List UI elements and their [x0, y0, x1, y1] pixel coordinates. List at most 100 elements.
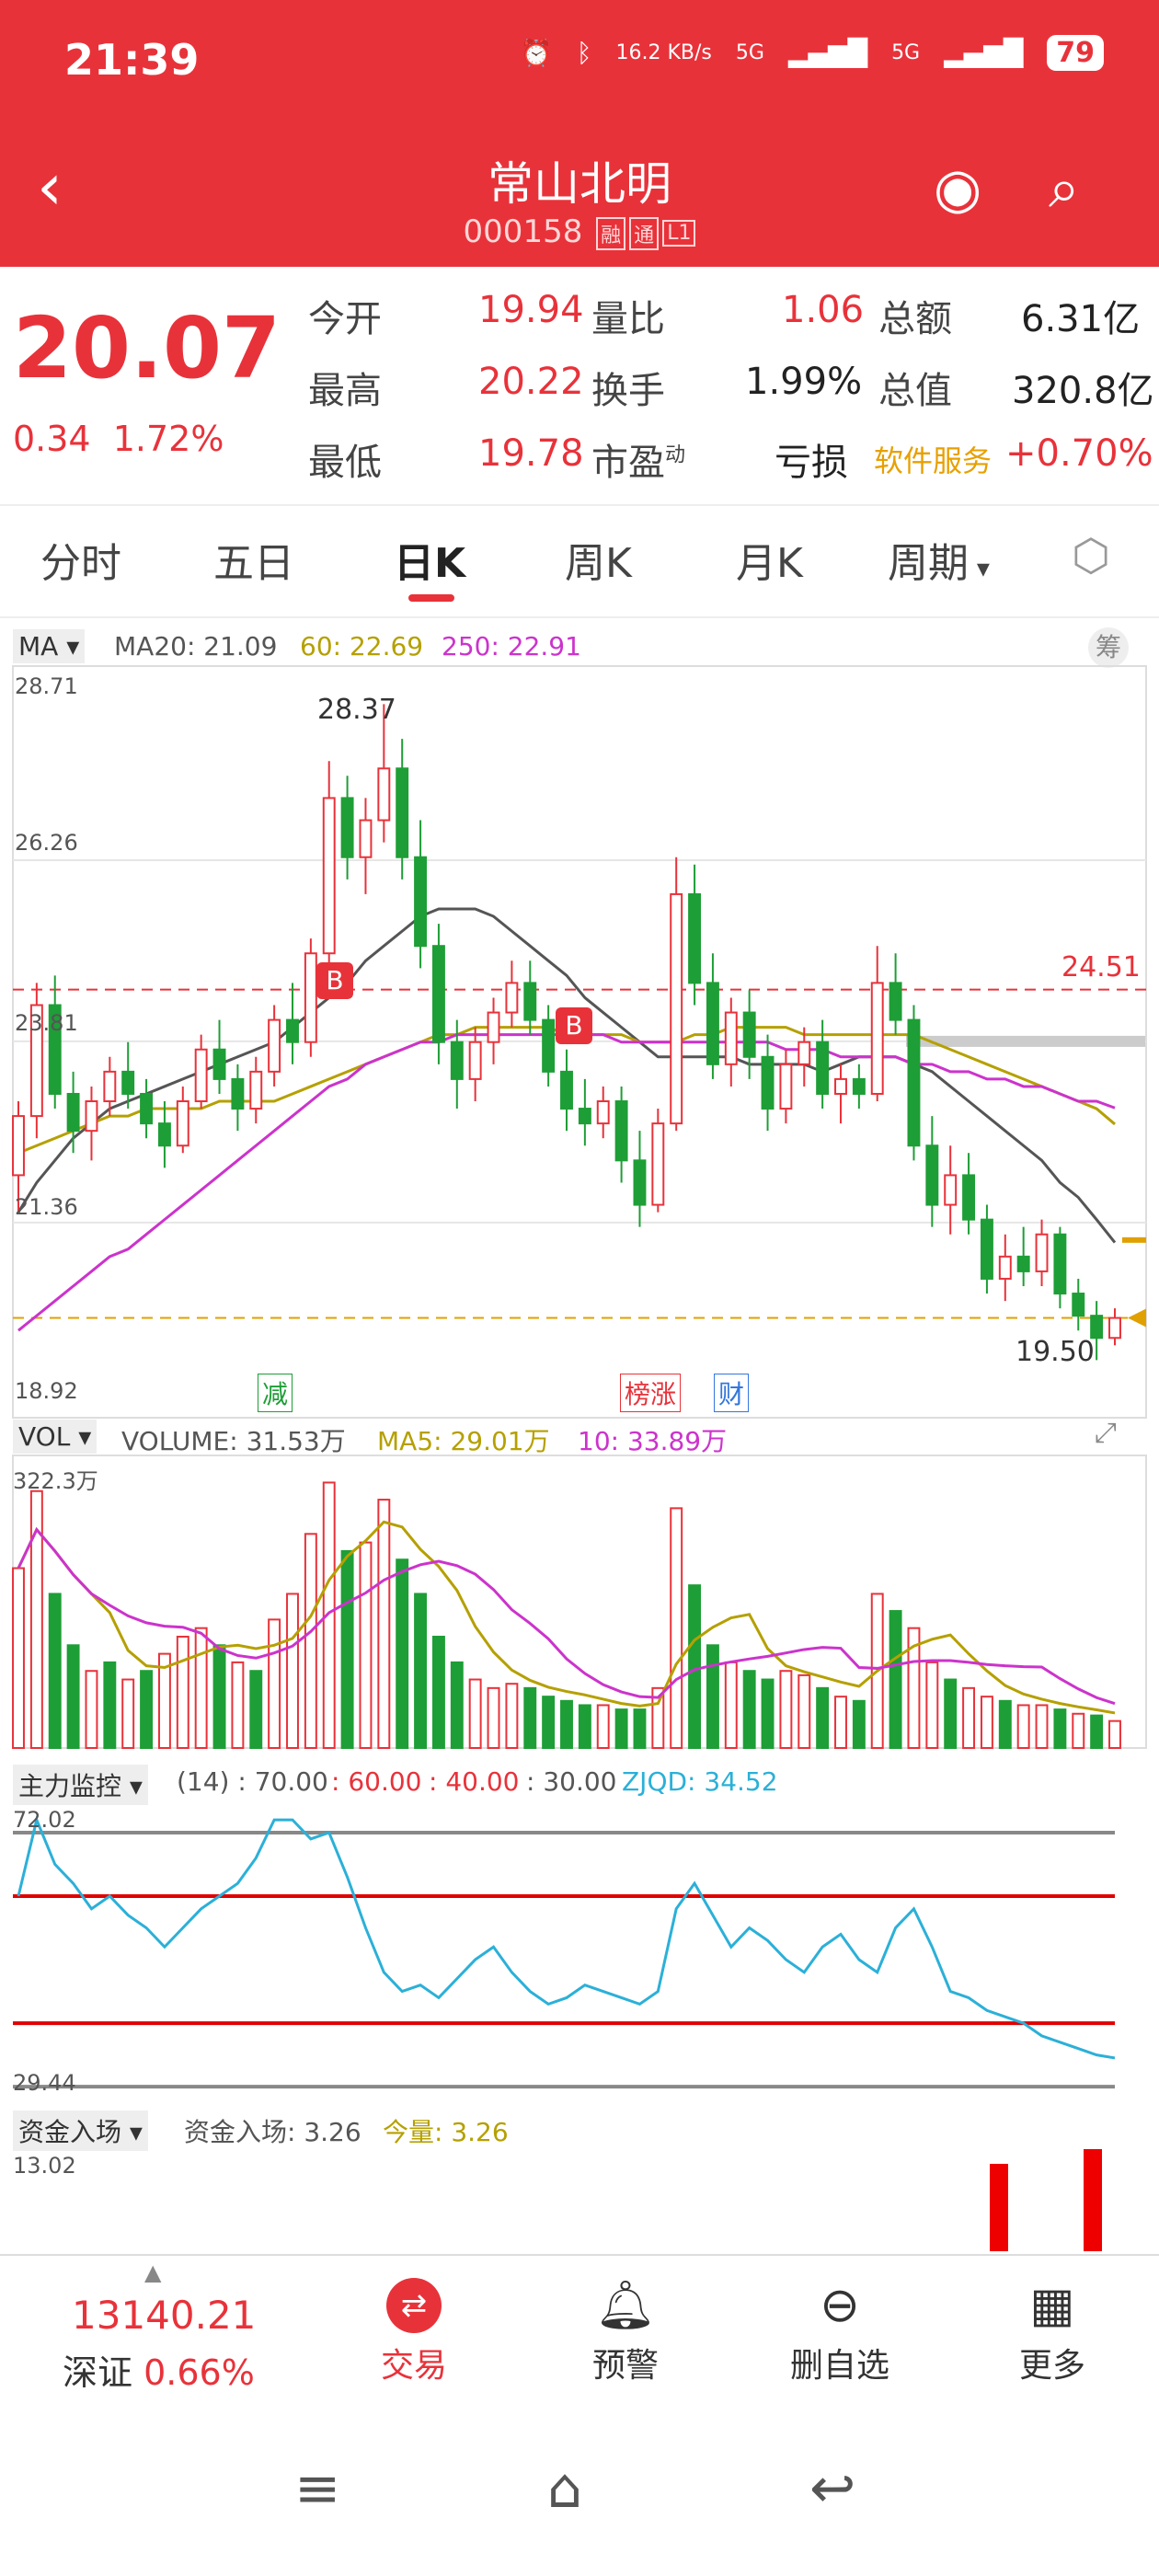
axis-level-2: 23.81	[15, 1010, 78, 1036]
candle-body	[907, 1018, 921, 1147]
volume-bar	[889, 1610, 902, 1749]
quote-volratio-value: 1.06	[782, 289, 865, 331]
buy-signal-2[interactable]: B	[556, 1007, 592, 1044]
candle-body	[29, 1004, 43, 1118]
volume-bar	[286, 1593, 299, 1749]
signal-5g-2: 5G	[891, 41, 921, 64]
tab-intraday[interactable]: 分时	[40, 540, 121, 587]
candle-body	[998, 1255, 1012, 1280]
vol-ma10-line	[17, 1526, 1116, 1706]
candle-body	[870, 982, 884, 1095]
volume-bar	[980, 1696, 993, 1749]
fund-bar	[990, 2164, 1008, 2251]
ma-selector[interactable]: MA ▾	[13, 629, 86, 663]
buy-signal-1[interactable]: B	[316, 962, 353, 999]
sector-name[interactable]: 软件服务	[874, 443, 993, 478]
change-value: 0.34	[13, 419, 91, 459]
candle-body	[431, 945, 445, 1043]
volume-bar	[560, 1699, 573, 1749]
axis-min: 18.92	[15, 1378, 78, 1404]
volume-bar	[706, 1644, 719, 1750]
robot-assistant-icon[interactable]: ◉	[934, 156, 982, 221]
candle-body	[1035, 1233, 1049, 1272]
reference-line-label: 24.51	[1061, 951, 1141, 983]
status-icons: ⏰ ᛒ 16.2 KB/s 5G ▂▄▆█ 5G ▂▄▆█ 79	[521, 35, 1104, 71]
candle-body	[487, 1011, 500, 1043]
volume-bar	[304, 1533, 317, 1750]
candle-body	[194, 1048, 208, 1103]
candle-body	[340, 797, 354, 858]
dropdown-icon: ▾	[969, 553, 990, 583]
chip-distribution-button[interactable]: 筹	[1088, 627, 1129, 668]
candle-body	[798, 1041, 811, 1065]
tab-monthly-k[interactable]: 月K	[736, 540, 803, 587]
fund-selector[interactable]: 资金入场 ▾	[13, 2110, 148, 2151]
zl-axis-top: 72.02	[13, 1807, 76, 1833]
vol-selector[interactable]: VOL ▾	[13, 1420, 98, 1454]
main-monitor-selector[interactable]: 主力监控 ▾	[13, 1765, 148, 1805]
index-value[interactable]: 13140.21	[72, 2293, 257, 2338]
quote-volratio-label: 量比	[591, 298, 665, 340]
volume-bar	[651, 1686, 665, 1749]
volume-bar	[688, 1584, 702, 1749]
settings-hexagon-icon[interactable]: ⬡	[1072, 530, 1110, 581]
tag-level: L1	[662, 220, 696, 247]
axis-level-1: 26.26	[15, 830, 78, 856]
volume-bar	[761, 1678, 775, 1749]
back-nav-icon[interactable]: ↩	[809, 2456, 856, 2521]
nav-trade[interactable]: ⇄ 交易	[368, 2278, 460, 2386]
vol-axis-max: 322.3万	[13, 1468, 98, 1494]
battery-level: 79	[1047, 35, 1104, 71]
volume-bar	[925, 1661, 939, 1750]
candle-body	[834, 1077, 847, 1095]
header-bar: 21:39 ⏰ ᛒ 16.2 KB/s 5G ▂▄▆█ 5G ▂▄▆█ 79 ‹…	[0, 0, 1159, 267]
volume-bar	[414, 1593, 428, 1749]
candle-body	[980, 1218, 993, 1280]
quote-marketcap-value: 320.8亿	[1012, 370, 1154, 412]
candle-body	[1090, 1315, 1104, 1340]
index-line[interactable]: 深证 0.66%	[63, 2352, 255, 2393]
quote-open-label: 今开	[308, 298, 382, 340]
tab-daily-k[interactable]: 日K	[394, 540, 466, 587]
home-icon[interactable]: ⌂	[547, 2456, 583, 2521]
quote-turnover-label: 换手	[591, 370, 665, 412]
volume-value: VOLUME: 31.53万	[121, 1426, 346, 1456]
volume-bar	[48, 1593, 62, 1749]
volume-bar	[578, 1704, 591, 1749]
search-icon[interactable]: ⌕	[1049, 156, 1080, 221]
candle-body	[176, 1100, 189, 1147]
candle-body	[742, 1011, 756, 1058]
quote-pe-label: 市盈动	[591, 442, 686, 484]
zl-p30: : 30.00	[526, 1766, 617, 1797]
nav-remove-watchlist[interactable]: ⊖ 删自选	[775, 2278, 904, 2386]
menu-icon[interactable]: ≡	[294, 2456, 341, 2521]
tab-weekly-k[interactable]: 周K	[565, 540, 632, 587]
stock-name: 常山北明	[488, 157, 671, 211]
volume-bar	[103, 1661, 117, 1750]
volume-bar	[596, 1704, 610, 1749]
expand-icon[interactable]: ⤢	[1095, 1417, 1117, 1449]
expand-up-icon[interactable]: ▲	[144, 2260, 162, 2285]
change-percent: 1.72%	[112, 419, 224, 459]
tab-five-day[interactable]: 五日	[213, 540, 294, 587]
candle-body	[670, 892, 683, 1125]
back-icon[interactable]: ‹	[37, 149, 63, 224]
quote-open-value: 19.94	[478, 289, 584, 331]
candle-body	[249, 1070, 263, 1110]
candle-body	[596, 1100, 610, 1125]
candle-body	[761, 1055, 775, 1110]
candle-body	[121, 1070, 135, 1095]
current-price-arrow	[1128, 1308, 1146, 1328]
tab-period[interactable]: 周期 ▾	[888, 540, 990, 587]
event-reduce[interactable]: 减	[258, 1374, 293, 1412]
nav-alert[interactable]: 🔔︎ 预警	[580, 2278, 671, 2386]
event-finance[interactable]: 财	[714, 1374, 750, 1412]
event-top-gainer[interactable]: 榜涨	[620, 1374, 682, 1412]
candle-body	[962, 1174, 976, 1221]
nav-more[interactable]: ▦ 更多	[1006, 2278, 1098, 2386]
volume-bar	[779, 1670, 793, 1750]
net-speed: 16.2 KB/s	[615, 41, 712, 64]
candle-body	[651, 1122, 665, 1206]
kline-chart[interactable]	[0, 0, 1159, 2263]
volume-bar	[1072, 1712, 1085, 1749]
